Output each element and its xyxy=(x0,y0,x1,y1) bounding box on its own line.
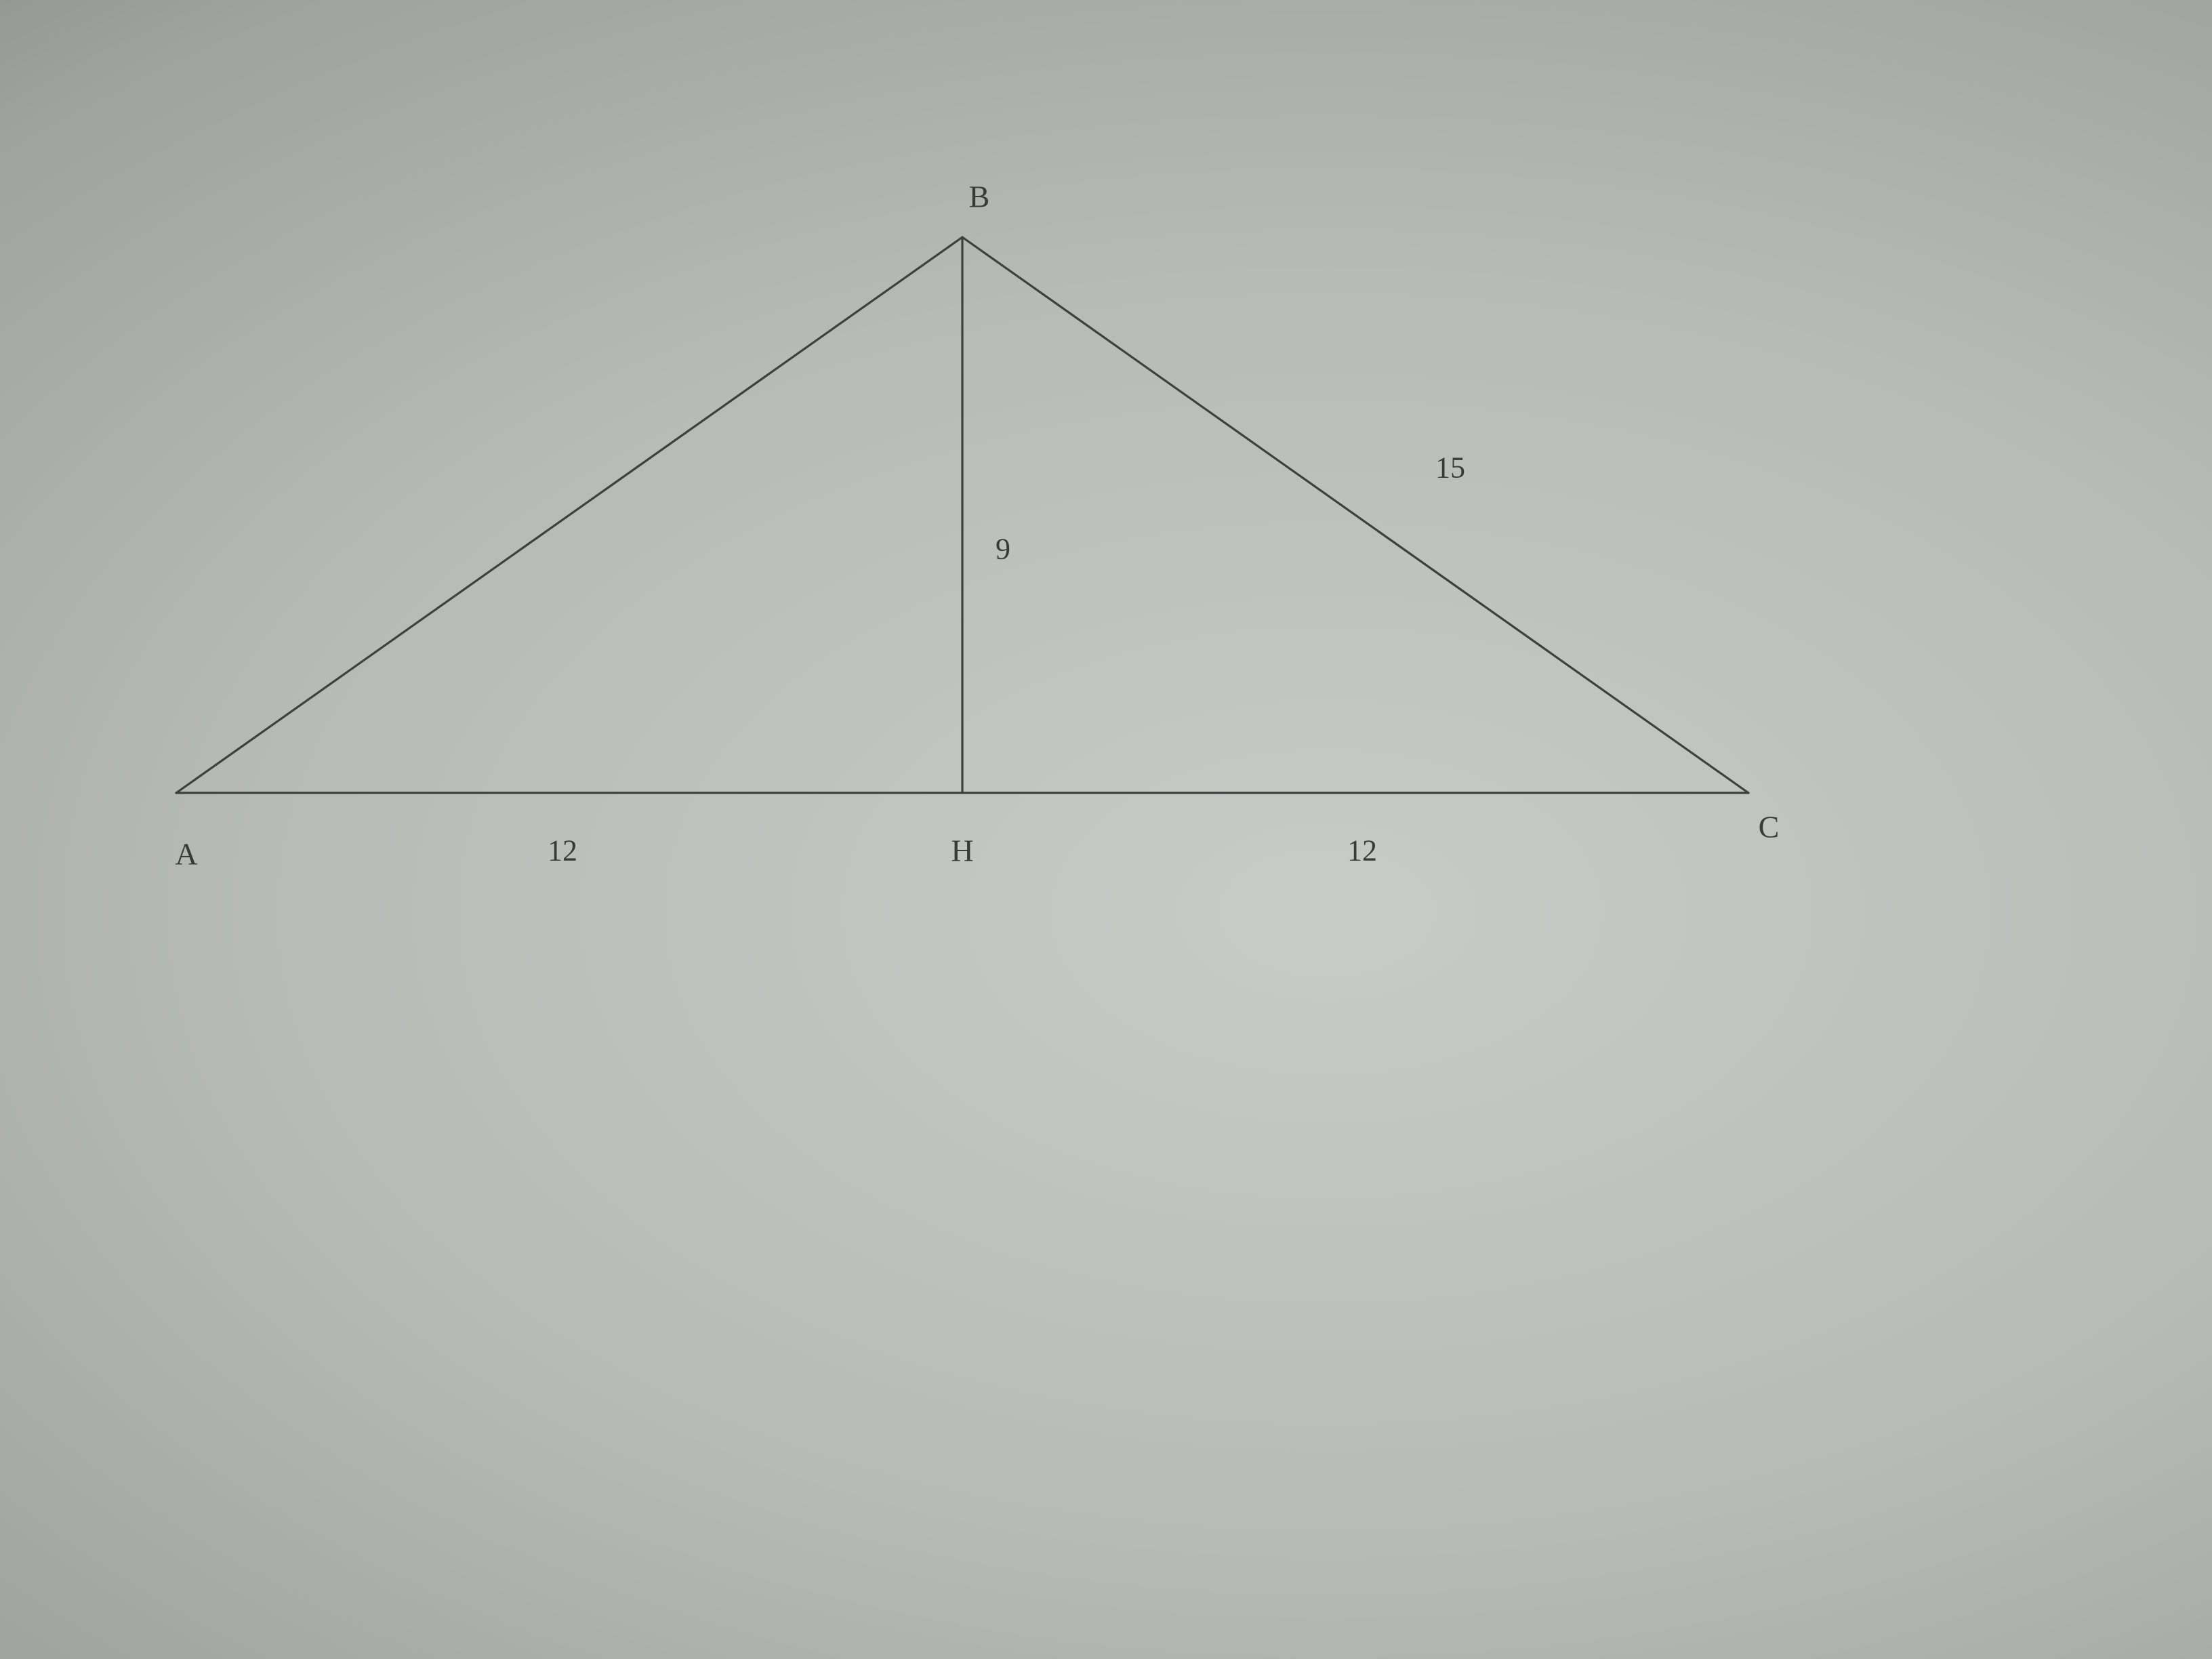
triangle-svg xyxy=(0,0,2212,1659)
edge-ab xyxy=(176,237,962,793)
edges-group xyxy=(176,237,1748,793)
edge-bc xyxy=(962,237,1748,793)
geometry-diagram: A B C H 12 12 9 15 xyxy=(0,0,2212,1659)
